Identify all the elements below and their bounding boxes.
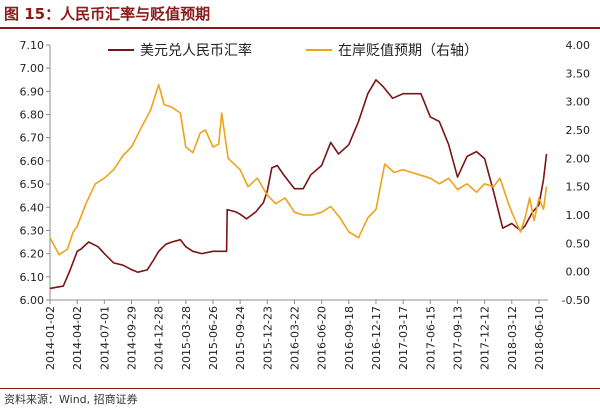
x-tick-label: 2017-06-15: [424, 306, 437, 370]
source-note: 资料来源：Wind, 招商证券: [4, 393, 138, 406]
left-tick-label: 6.90: [20, 85, 45, 98]
left-tick-label: 6.40: [20, 201, 45, 214]
right-tick-label: 2.00: [566, 152, 591, 165]
source-divider: [0, 388, 600, 389]
right-tick-label: -0.50: [562, 294, 590, 307]
right-tick-label: 4.00: [566, 39, 591, 52]
chart-series: [49, 78, 548, 290]
x-tick-label: 2014-09-29: [125, 306, 138, 370]
right-tick-label: 1.50: [566, 181, 591, 194]
left-tick-label: 7.00: [20, 62, 45, 75]
legend-label-1: 美元兑人民币汇率: [140, 42, 252, 59]
x-tick-label: 2015-09-24: [234, 306, 247, 370]
left-tick-label: 7.10: [20, 39, 45, 52]
x-tick-label: 2017-09-13: [451, 306, 464, 370]
right-tick-label: 3.00: [566, 96, 591, 109]
left-tick-label: 6.60: [20, 155, 45, 168]
legend-label-2: 在岸贬值预期（右轴）: [338, 43, 478, 59]
x-tick-label: 2016-12-17: [370, 306, 383, 370]
chart-axes: 6.00 6.10 6.20 6.30 6.40 6.50 6.60 6.70 6.80 6.90…: [20, 39, 591, 370]
title-divider: [0, 27, 600, 29]
x-tick-label: 2014-04-02: [71, 306, 84, 370]
right-tick-label: 2.50: [566, 124, 591, 137]
x-tick-label: 2016-06-20: [316, 306, 329, 370]
left-tick-label: 6.20: [20, 248, 45, 261]
x-tick-label: 2017-12-12: [479, 306, 492, 370]
x-tick-label: 2014-07-01: [98, 306, 111, 370]
right-tick-label: 1.00: [566, 209, 591, 222]
x-tick-label: 2018-06-10: [533, 306, 546, 370]
left-tick-label: 6.70: [20, 132, 45, 145]
x-tick-label: 2016-09-18: [343, 306, 356, 370]
left-tick-label: 6.80: [20, 109, 45, 122]
left-tick-label: 6.30: [20, 224, 45, 237]
series-line-2: [49, 83, 548, 256]
dual-axis-line-chart: 6.00 6.10 6.20 6.30 6.40 6.50 6.60 6.70 6.80 6.90…: [20, 39, 591, 370]
x-tick-label: 2015-12-23: [261, 306, 274, 370]
left-tick-label: 6.00: [20, 294, 45, 307]
series-line-1: [49, 78, 548, 290]
x-tick-label: 2016-03-22: [288, 306, 301, 370]
x-tick-label: 2014-01-02: [44, 306, 57, 370]
right-tick-label: 0.00: [566, 266, 591, 279]
left-tick-label: 6.50: [20, 178, 45, 191]
right-tick-label: 3.50: [566, 67, 591, 80]
left-tick-label: 6.10: [20, 271, 45, 284]
x-tick-label: 2015-06-26: [207, 306, 220, 370]
chart-legend: 美元兑人民币汇率 在岸贬值预期（右轴）: [108, 42, 478, 59]
figure-title: 图 15：人民币汇率与贬值预期: [4, 5, 211, 23]
x-tick-label: 2015-03-28: [180, 306, 193, 370]
right-tick-label: 0.50: [566, 237, 591, 250]
x-tick-label: 2014-12-28: [153, 306, 166, 370]
x-tick-label: 2018-03-12: [506, 306, 519, 370]
x-tick-label: 2017-03-17: [397, 306, 410, 370]
